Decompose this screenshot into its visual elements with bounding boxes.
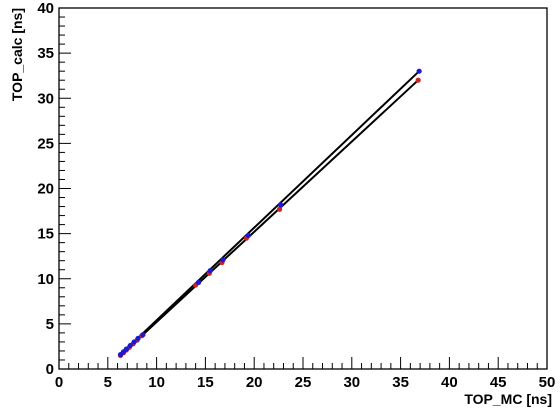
axis-ticks [58, 7, 548, 370]
y-tick-label: 10 [37, 271, 54, 288]
y-tick-label: 40 [37, 0, 54, 17]
blue-data-point [416, 68, 422, 74]
blue-data-point [245, 232, 251, 239]
blue-data-point [123, 346, 129, 352]
x-tick-label: 5 [104, 374, 112, 391]
x-tick-label: 10 [148, 374, 165, 391]
fit-lines [119, 70, 420, 357]
x-tick-label: 20 [246, 374, 263, 391]
blue-data-point [220, 257, 226, 263]
x-tick-label: 40 [441, 374, 458, 391]
x-axis-title: TOP_MC [ns] [464, 391, 552, 407]
blue-data-point [277, 202, 284, 208]
plot-frame [58, 7, 548, 370]
y-tick-label: 20 [37, 181, 54, 198]
fit-line-1 [119, 79, 419, 357]
y-tick-label: 35 [37, 45, 54, 62]
blue-data-point [195, 279, 202, 285]
y-axis-title: TOP_calc [ns] [9, 8, 25, 101]
red-data-point [276, 206, 283, 212]
x-tick-label: 25 [295, 374, 312, 391]
y-tick-label: 0 [46, 361, 54, 378]
blue-data-point [140, 332, 146, 338]
x-tick-label: 15 [197, 374, 214, 391]
fit-line-2 [119, 70, 420, 356]
blue-data-point [135, 335, 141, 341]
x-tick-label: 30 [343, 374, 360, 391]
blue-data-point [207, 268, 213, 274]
x-tick-label: 0 [55, 374, 63, 391]
red-data-point [415, 77, 421, 83]
blue-data-point [131, 339, 137, 345]
x-tick-label: 45 [490, 374, 507, 391]
y-tick-label: 15 [37, 226, 54, 243]
y-tick-label: 25 [37, 135, 54, 152]
y-tick-label: 5 [46, 316, 54, 333]
x-tick-label: 50 [539, 374, 556, 391]
tick-labels: 0 5 10 15 20 25 30 35 40 45 50 0 5 10 15 20 25 30 35 40 [37, 0, 555, 391]
y-tick-label: 30 [37, 90, 54, 107]
data-points [117, 68, 422, 359]
x-tick-label: 35 [392, 374, 409, 391]
blue-data-point [127, 342, 133, 349]
